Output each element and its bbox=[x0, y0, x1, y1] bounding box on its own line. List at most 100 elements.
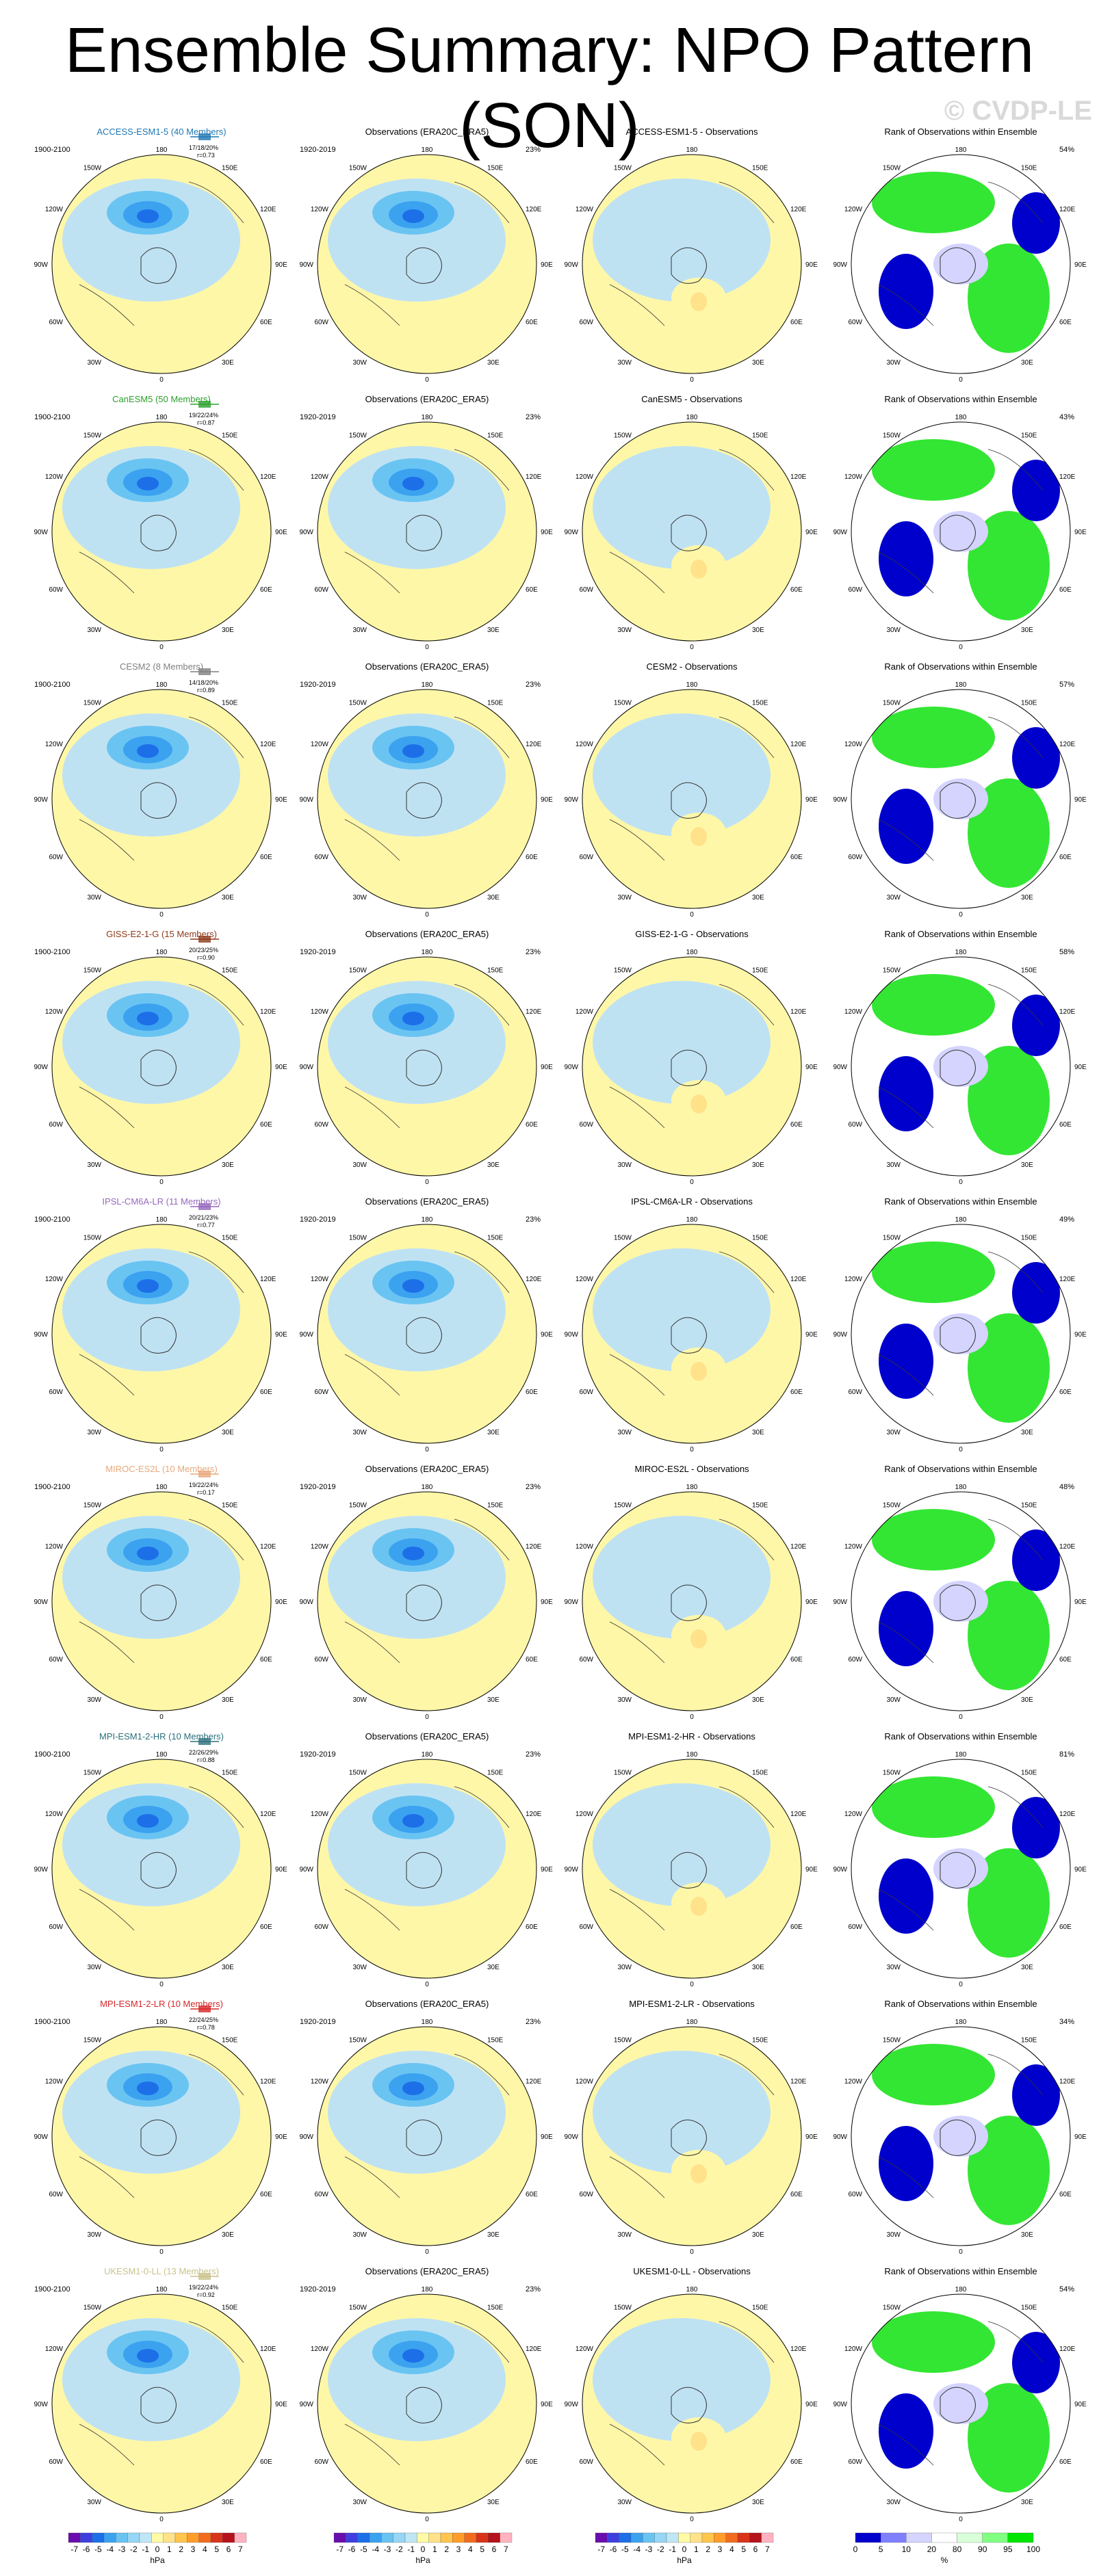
coastline bbox=[671, 1852, 707, 1889]
map-axis-label: 30E bbox=[487, 894, 500, 902]
rank-region-low bbox=[1012, 1797, 1060, 1858]
model-pattern-correlation: r=0.92 bbox=[197, 2291, 215, 2298]
colorbar-slp-1: -7 -6 -5 -4 -3 -2 -1 0 1 2 3 4 5 6 7 hPa bbox=[55, 2527, 260, 2568]
map-axis-label: 0 bbox=[690, 1981, 694, 1988]
map-boundary bbox=[582, 154, 802, 374]
map-axis-label: 60W bbox=[579, 854, 593, 861]
colorbar-tick-label: 1 bbox=[694, 2545, 699, 2554]
obs-panel: 180 0 90W 90E 150W 150E 120W 120E 60W 60E 30W 30E Ob… bbox=[293, 661, 561, 928]
slp-contour bbox=[137, 1012, 159, 1025]
rank-map: 180 0 90W 90E 150W 150E 120W 120E 60W 60E 30W 30E bbox=[833, 1484, 1087, 1721]
rank-pct: 81% bbox=[1059, 1750, 1074, 1759]
map-axis-label: 150E bbox=[1021, 2304, 1037, 2311]
map-axis-label: 60E bbox=[1059, 1923, 1072, 1931]
colorbar-tick-label: -1 bbox=[669, 2545, 676, 2554]
map-axis-label: 0 bbox=[959, 1446, 963, 1454]
map-axis-label: 60W bbox=[314, 2191, 328, 2198]
map-axis-label: 120W bbox=[311, 1543, 329, 1551]
rank-pct: 58% bbox=[1059, 948, 1074, 956]
map-axis-label: 30E bbox=[1021, 359, 1033, 367]
map-axis-label: 30E bbox=[1021, 627, 1033, 634]
diff-map: 180 0 90W 90E 150W 150E 120W 120E 60W 60E 30W 30E bbox=[564, 414, 818, 651]
rank-map: 180 0 90W 90E 150W 150E 120W 120E 60W 60E 30W 30E bbox=[833, 146, 1087, 384]
coastline bbox=[406, 782, 442, 819]
map-axis-label: 120E bbox=[260, 1008, 276, 1016]
colorbar-swatch bbox=[116, 2532, 128, 2543]
map-axis-label: 30W bbox=[87, 2499, 101, 2506]
coastline bbox=[609, 181, 775, 326]
model-period: 1900-2100 bbox=[34, 1215, 70, 1224]
colorbar-swatch bbox=[957, 2532, 983, 2543]
slp-contour bbox=[402, 2349, 424, 2363]
map-axis-label: 150E bbox=[222, 1769, 238, 1776]
colorbar-tick-label: -6 bbox=[610, 2545, 617, 2554]
map-axis-label: 150W bbox=[614, 967, 632, 974]
map-axis-label: 150W bbox=[883, 1234, 901, 1241]
colorbar-swatch bbox=[80, 2532, 92, 2543]
map-axis-label: 30W bbox=[617, 359, 632, 367]
map-axis-label: 180 bbox=[686, 414, 698, 421]
coastline bbox=[79, 2321, 244, 2466]
coastline bbox=[671, 247, 707, 284]
map-axis-label: 180 bbox=[422, 414, 433, 421]
coastline bbox=[940, 2119, 976, 2156]
slp-contour bbox=[690, 560, 707, 579]
obs-panel-title: Observations (ERA20C_ERA5) bbox=[365, 1196, 489, 1207]
slp-negative-region bbox=[593, 446, 771, 569]
map-axis-label: 90E bbox=[805, 796, 818, 804]
slp-negative-region bbox=[62, 1516, 240, 1639]
map-axis-label: 90W bbox=[833, 261, 847, 269]
map-axis-label: 180 bbox=[422, 1484, 433, 1491]
map-axis-label: 90W bbox=[833, 796, 847, 804]
obs-panel: 180 0 90W 90E 150W 150E 120W 120E 60W 60E 30W 30E Ob… bbox=[293, 127, 561, 393]
map-boundary bbox=[582, 1224, 802, 1444]
map-axis-label: 90E bbox=[541, 1064, 553, 1071]
colorbar-swatch bbox=[428, 2532, 441, 2543]
map-axis-label: 90E bbox=[1074, 529, 1087, 536]
map-axis-label: 180 bbox=[422, 1751, 433, 1759]
rank-region-low bbox=[1012, 727, 1060, 789]
map-axis-label: 30E bbox=[222, 1429, 234, 1436]
map-axis-label: 120E bbox=[260, 206, 276, 213]
map-axis-label: 30E bbox=[1021, 2499, 1033, 2506]
obs-period: 1920-2019 bbox=[300, 1750, 336, 1759]
colorbar-tick-label: -1 bbox=[142, 2545, 149, 2554]
model-period: 1900-2100 bbox=[34, 413, 70, 421]
map-axis-label: 90W bbox=[564, 2133, 578, 2141]
map-axis-label: 90E bbox=[275, 1866, 287, 1874]
map-axis-label: 180 bbox=[156, 1484, 168, 1491]
map-axis-label: 30W bbox=[87, 1161, 101, 1169]
map-axis-label: 60W bbox=[49, 2458, 63, 2466]
rank-region-low bbox=[1012, 2332, 1060, 2393]
coastline bbox=[140, 514, 177, 551]
map-axis-label: 90E bbox=[1074, 1331, 1087, 1339]
map-axis-label: 120W bbox=[45, 1276, 64, 1283]
map-boundary bbox=[851, 1491, 1071, 1711]
map-axis-label: 180 bbox=[955, 2286, 967, 2294]
map-axis-label: 30E bbox=[752, 894, 764, 902]
rank-region-high bbox=[968, 1313, 1050, 1423]
rank-region-high bbox=[872, 2044, 995, 2105]
coastline bbox=[140, 1049, 177, 1086]
rank-region-high bbox=[872, 1776, 995, 1838]
map-axis-label: 180 bbox=[156, 1751, 168, 1759]
map-axis-label: 90W bbox=[299, 1331, 313, 1339]
map-axis-label: 150W bbox=[349, 1234, 367, 1241]
diff-panel-title: GISS-E2-1-G - Observations bbox=[635, 929, 749, 939]
model-pattern-correlation: r=0.88 bbox=[197, 1757, 215, 1763]
map-axis-label: 180 bbox=[955, 2019, 967, 2026]
rank-region-low bbox=[879, 789, 933, 864]
map-axis-label: 120E bbox=[260, 741, 276, 748]
slp-negative-region bbox=[62, 1783, 240, 1906]
map-axis-label: 60W bbox=[848, 2458, 862, 2466]
map-axis-label: 30W bbox=[617, 2499, 632, 2506]
map-axis-label: 150E bbox=[1021, 1501, 1037, 1509]
rank-region-mid bbox=[933, 1046, 988, 1087]
colorbar-unit-label: hPa bbox=[677, 2555, 692, 2565]
map-axis-label: 0 bbox=[159, 1446, 164, 1454]
coastline bbox=[940, 782, 976, 819]
rank-region-low bbox=[879, 1324, 933, 1399]
map-axis-label: 120W bbox=[45, 741, 64, 748]
map-boundary bbox=[851, 421, 1071, 642]
model-pct-stats: 19/22/24% bbox=[189, 412, 219, 419]
